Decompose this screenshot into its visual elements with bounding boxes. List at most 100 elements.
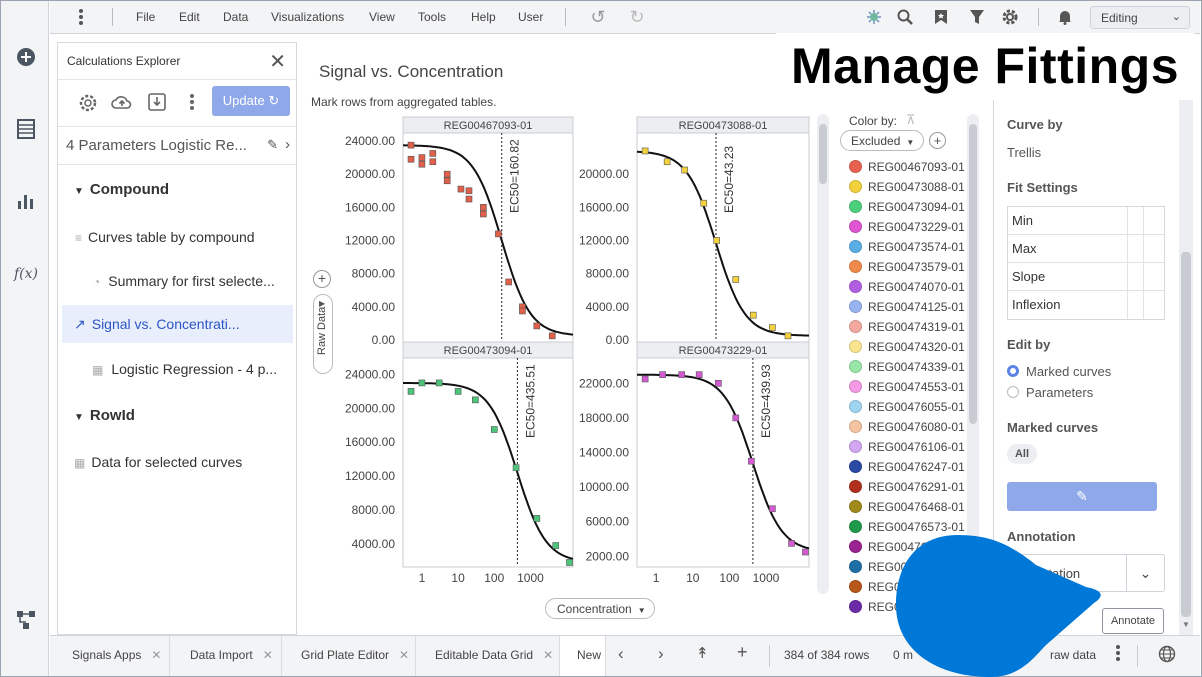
legend-item[interactable]: REG00476080-01	[849, 420, 965, 434]
y-axis-selector[interactable]: Raw Data ▶	[313, 294, 333, 374]
edit-curves-button[interactable]: ✎	[1007, 482, 1157, 511]
function-icon[interactable]: f(x)	[14, 266, 39, 282]
double-chevron-up-icon[interactable]: ↟	[696, 645, 709, 662]
color-legend: REG00467093-01 REG00473088-01 REG00473094-…	[849, 160, 967, 622]
data-table-icon[interactable]	[15, 118, 37, 140]
close-icon[interactable]: ✕	[151, 648, 162, 662]
more-vertical-icon[interactable]	[190, 94, 194, 113]
tree-group-compound[interactable]: ▼ Compound	[58, 181, 296, 198]
tab-data-import[interactable]: Data Import ✕	[170, 636, 282, 676]
sort-icon[interactable]: ⊼	[906, 112, 916, 127]
tab-editable-data-grid[interactable]: Editable Data Grid ✕	[416, 636, 560, 676]
filter-icon[interactable]	[968, 8, 986, 26]
add-axis-icon[interactable]: +	[313, 270, 331, 288]
legend-item[interactable]: REG00476291-01	[849, 480, 965, 494]
close-icon[interactable]: ✕	[543, 648, 554, 662]
fit-row-slope[interactable]: Slope	[1008, 263, 1164, 291]
curve-by-value[interactable]: Trellis	[1007, 145, 1042, 160]
close-icon[interactable]: ✕	[399, 648, 410, 662]
visualization-icon[interactable]	[15, 190, 37, 212]
menu-data[interactable]: Data	[223, 10, 249, 24]
radio-parameters[interactable]	[1007, 386, 1019, 398]
legend-item[interactable]: REG00476106-01	[849, 440, 965, 454]
notifications-icon[interactable]	[1056, 8, 1074, 26]
y-tick-label: 16000.00	[579, 200, 629, 214]
add-icon[interactable]	[15, 46, 37, 68]
legend-item[interactable]: REG00474125-01	[849, 300, 965, 314]
legend-item[interactable]: REG00476468-01	[849, 500, 965, 514]
color-by-selector[interactable]: Excluded ▼	[840, 130, 924, 151]
trellis-chart[interactable]: REG00467093-010.004000.008000.0012000.00…	[305, 42, 988, 635]
cloud-upload-icon[interactable]	[111, 93, 133, 114]
tree-item-data-selected[interactable]: ▦ Data for selected curves	[58, 454, 296, 470]
legend-item[interactable]: REG00473088-01	[849, 180, 965, 194]
tree-item-logistic-regression[interactable]: ▦ Logistic Regression - 4 p...	[58, 361, 296, 377]
all-curves-pill[interactable]: All	[1007, 444, 1037, 464]
gear-icon[interactable]	[1001, 8, 1019, 26]
legend-item[interactable]: REG00473094-01	[849, 200, 965, 214]
legend-item[interactable]: REG00473579-01	[849, 260, 965, 274]
menu-tools[interactable]: Tools	[418, 10, 447, 24]
menu-view[interactable]: View	[369, 10, 395, 24]
legend-item[interactable]: REG00473574-01	[849, 240, 965, 254]
redo-icon[interactable]: ↻	[629, 6, 645, 27]
legend-item[interactable]: REG00474070-01	[849, 280, 965, 294]
tab-grid-plate-editor[interactable]: Grid Plate Editor ✕	[282, 636, 416, 676]
close-icon[interactable]: ✕	[269, 51, 286, 73]
annotate-button[interactable]: Annotate	[1102, 608, 1164, 634]
bookmark-icon[interactable]	[932, 8, 950, 26]
tab-new[interactable]: New	[560, 636, 606, 676]
add-page-icon[interactable]: +	[737, 642, 748, 662]
tree-group-rowid[interactable]: ▼ RowId	[58, 407, 296, 424]
mode-dropdown[interactable]: Editing ⌄	[1090, 6, 1190, 29]
fit-row-max[interactable]: Max	[1008, 235, 1164, 263]
legend-item[interactable]: REG00476573-01	[849, 520, 965, 534]
legend-item[interactable]: REG00474553-01	[849, 380, 965, 394]
legend-item[interactable]: REG00476247-01	[849, 460, 965, 474]
chevron-right-icon[interactable]: ›	[285, 136, 290, 153]
more-vertical-icon[interactable]	[1116, 645, 1120, 664]
fit-row-min[interactable]: Min	[1008, 207, 1164, 235]
settings-gear-icon[interactable]	[78, 93, 98, 116]
legend-item[interactable]: REG00	[849, 560, 907, 574]
scroll-down-icon[interactable]: ▼	[1182, 620, 1190, 629]
data-flow-icon[interactable]	[15, 609, 37, 631]
menu-edit[interactable]: Edit	[179, 10, 200, 24]
menu-file[interactable]: File	[136, 10, 156, 24]
legend-item[interactable]: REG00467093-01	[849, 160, 965, 174]
download-icon[interactable]	[147, 92, 167, 115]
legend-item[interactable]: REG00476	[849, 540, 927, 554]
active-table[interactable]: raw data	[1050, 648, 1097, 662]
legend-scrollbar[interactable]	[967, 114, 979, 622]
chevron-right-icon[interactable]: ›	[658, 644, 664, 663]
tree-item-curves-table[interactable]: ≡ Curves table by compound	[58, 229, 296, 245]
legend-item[interactable]: REG00476055-01	[849, 400, 965, 414]
plot-panel	[402, 341, 574, 568]
tree-item-summary[interactable]: ◔ Summary for first selecte...	[58, 273, 296, 289]
fit-row-inflexion[interactable]: Inflexion	[1008, 291, 1164, 319]
plot-scrollbar[interactable]	[817, 114, 829, 594]
settings-scrollbar[interactable]: ▼	[1179, 100, 1193, 635]
undo-icon[interactable]: ↺	[590, 6, 606, 27]
tree-item-signal-vs-concentration[interactable]: ↗ Signal vs. Concentrati...	[62, 305, 293, 343]
pencil-icon[interactable]: ✎	[267, 137, 278, 152]
menu-user[interactable]: User	[518, 10, 544, 24]
menu-visualizations[interactable]: Visualizations	[271, 10, 345, 24]
chevron-left-icon[interactable]: ‹	[618, 644, 624, 663]
ai-sparkle-icon[interactable]	[865, 8, 883, 26]
legend-item[interactable]: REG00474320-01	[849, 340, 965, 354]
legend-item[interactable]: REG00474339-01	[849, 360, 965, 374]
menu-help[interactable]: Help	[471, 10, 496, 24]
add-color-icon[interactable]: +	[929, 132, 946, 149]
globe-icon[interactable]	[1158, 645, 1176, 666]
search-icon[interactable]	[896, 8, 914, 26]
calculation-selector[interactable]: 4 Parameters Logistic Re... ✎ ›	[58, 127, 296, 165]
radio-marked-curves[interactable]	[1007, 365, 1019, 377]
close-icon[interactable]: ✕	[262, 648, 273, 662]
more-vertical-icon[interactable]	[72, 8, 90, 26]
legend-item[interactable]: REG00473229-01	[849, 220, 965, 234]
tab-signals-apps[interactable]: Signals Apps ✕	[50, 636, 170, 676]
update-button[interactable]: Update ↻	[212, 86, 290, 116]
x-axis-selector[interactable]: Concentration ▼	[545, 598, 655, 619]
legend-item[interactable]: REG00474319-01	[849, 320, 965, 334]
